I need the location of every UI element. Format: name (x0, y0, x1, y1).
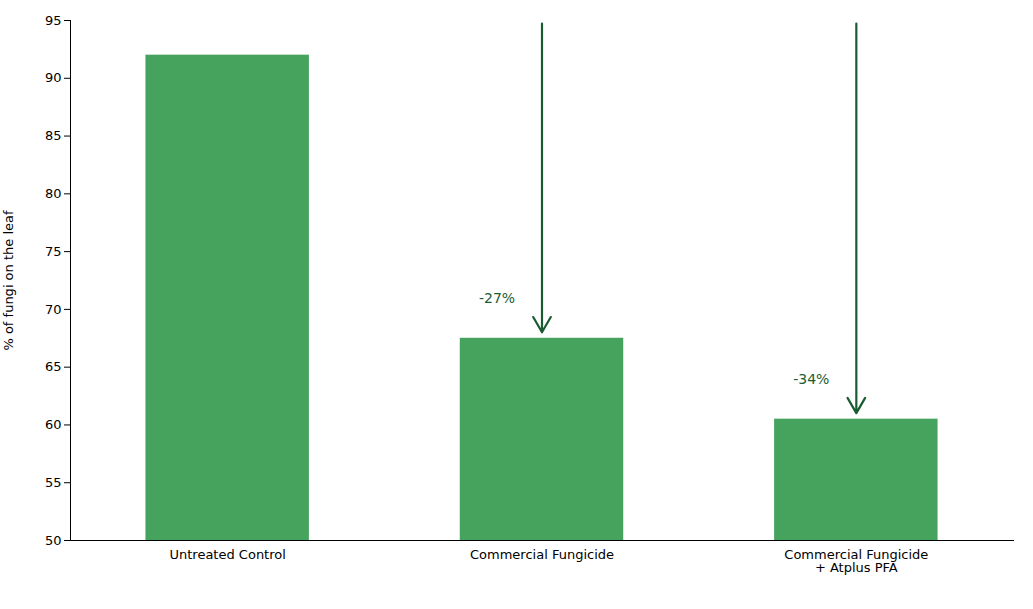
svg-text:80: 80 (45, 186, 62, 201)
svg-text:90: 90 (45, 70, 62, 85)
svg-text:75: 75 (45, 244, 62, 259)
svg-text:85: 85 (45, 128, 62, 143)
svg-text:% of fungi on the leaf: % of fungi on the leaf (1, 210, 16, 351)
svg-text:50: 50 (45, 533, 62, 548)
svg-text:65: 65 (45, 359, 62, 374)
svg-text:95: 95 (45, 13, 62, 28)
svg-text:70: 70 (45, 302, 62, 317)
svg-text:-27%: -27% (479, 290, 515, 306)
svg-text:-34%: -34% (793, 371, 829, 387)
svg-text:Commercial Fungicide+ Atplus P: Commercial Fungicide+ Atplus PFA (784, 547, 928, 575)
svg-text:60: 60 (45, 417, 62, 432)
svg-text:55: 55 (45, 475, 62, 490)
svg-text:Commercial Fungicide: Commercial Fungicide (470, 547, 614, 562)
svg-text:Untreated Control: Untreated Control (169, 547, 285, 562)
